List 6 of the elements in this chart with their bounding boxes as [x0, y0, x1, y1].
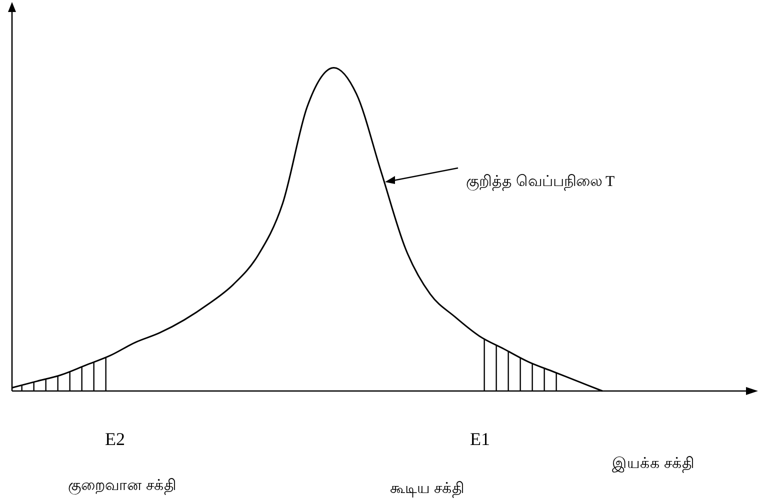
x-axis-title: இயக்க சக்தி	[612, 456, 694, 472]
text: கூடிய சக்தி	[390, 481, 464, 497]
text: குறைவான சக்தி	[68, 478, 176, 495]
annotation: குறித்த வெப்பநிலை T	[466, 174, 615, 191]
text: E1	[470, 429, 490, 449]
text: E2	[105, 429, 125, 449]
